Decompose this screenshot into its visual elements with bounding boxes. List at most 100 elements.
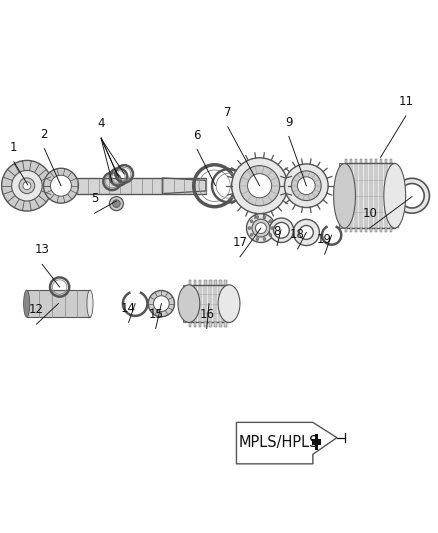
Ellipse shape (24, 290, 30, 317)
Bar (229, 292, 233, 294)
Bar (224, 322, 226, 327)
Circle shape (148, 290, 174, 317)
Bar (365, 228, 367, 232)
Text: 14: 14 (121, 302, 136, 314)
Circle shape (291, 171, 321, 200)
Bar (395, 173, 399, 176)
Text: 7: 7 (224, 106, 231, 119)
Bar (395, 192, 399, 195)
Text: 15: 15 (148, 308, 163, 321)
Text: 1: 1 (10, 141, 18, 154)
Bar (370, 228, 372, 232)
Circle shape (293, 220, 319, 246)
Text: 2: 2 (41, 128, 48, 141)
Circle shape (269, 218, 293, 243)
Bar (395, 186, 399, 189)
Bar (345, 164, 395, 228)
Bar (184, 285, 194, 322)
Bar (370, 159, 372, 164)
Circle shape (269, 233, 272, 236)
Bar (194, 280, 197, 285)
Bar (390, 159, 392, 164)
Circle shape (2, 160, 52, 211)
Bar (27, 290, 90, 317)
Bar (189, 280, 191, 285)
Bar (189, 285, 229, 322)
Bar (355, 159, 357, 164)
Circle shape (395, 179, 429, 213)
Bar (205, 322, 206, 327)
Circle shape (250, 233, 253, 236)
Circle shape (263, 238, 266, 240)
Text: 8: 8 (273, 225, 281, 238)
Bar (224, 280, 226, 285)
Circle shape (285, 164, 328, 207)
Text: 5: 5 (91, 192, 98, 205)
Bar (345, 159, 347, 164)
Ellipse shape (384, 164, 406, 228)
Bar (339, 164, 350, 228)
Bar (311, 439, 321, 445)
Circle shape (110, 197, 124, 211)
Circle shape (240, 166, 280, 206)
Circle shape (256, 238, 259, 240)
Circle shape (255, 223, 266, 233)
Text: 16: 16 (199, 308, 214, 321)
Text: 17: 17 (233, 236, 247, 249)
Bar (350, 228, 352, 232)
Circle shape (153, 296, 169, 311)
Bar (380, 159, 382, 164)
Text: 9: 9 (285, 116, 293, 128)
Bar (395, 225, 399, 228)
Bar (215, 322, 216, 327)
Bar (189, 322, 191, 327)
Bar (385, 228, 387, 232)
Bar (229, 306, 233, 308)
Bar (199, 280, 201, 285)
Bar (229, 315, 233, 317)
Circle shape (248, 227, 251, 230)
Ellipse shape (178, 285, 200, 322)
Text: 19: 19 (317, 233, 332, 246)
Text: 12: 12 (29, 303, 44, 316)
Circle shape (269, 220, 272, 223)
Bar (194, 322, 197, 327)
Circle shape (256, 216, 259, 219)
Circle shape (299, 225, 313, 239)
Bar (360, 228, 362, 232)
Circle shape (12, 171, 42, 201)
Circle shape (274, 222, 289, 238)
Circle shape (271, 227, 274, 230)
Bar (345, 228, 347, 232)
Bar (395, 219, 399, 221)
Ellipse shape (218, 285, 240, 322)
Bar (375, 159, 377, 164)
Circle shape (19, 178, 35, 193)
Bar (229, 320, 233, 322)
Bar (355, 228, 357, 232)
Bar (395, 180, 399, 182)
Text: 18: 18 (290, 228, 305, 241)
Circle shape (247, 214, 276, 243)
Bar (229, 301, 233, 303)
Circle shape (400, 183, 424, 208)
Circle shape (232, 158, 288, 214)
Bar (380, 228, 382, 232)
Bar (209, 280, 212, 285)
Text: MPLS/HPLS: MPLS/HPLS (239, 434, 319, 449)
Bar (315, 434, 318, 450)
Bar (215, 280, 216, 285)
Bar (385, 159, 387, 164)
Bar (199, 322, 201, 327)
Bar (395, 199, 399, 202)
Bar (375, 228, 377, 232)
Circle shape (50, 175, 71, 196)
Bar (360, 159, 362, 164)
Text: 13: 13 (35, 244, 49, 256)
Bar (350, 159, 352, 164)
Bar (209, 322, 212, 327)
Text: 11: 11 (399, 95, 413, 108)
Bar (395, 206, 399, 208)
Bar (229, 296, 233, 298)
Circle shape (252, 219, 270, 237)
